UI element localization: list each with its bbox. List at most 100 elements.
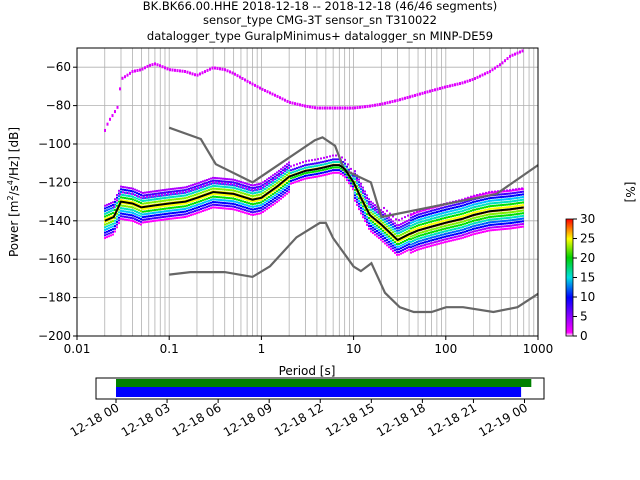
density-cell-outlier [131, 70, 134, 74]
density-cell [318, 175, 320, 178]
density-cell [522, 217, 524, 220]
density-cell-sparse [407, 214, 409, 217]
density-cell-outlier [356, 106, 359, 110]
density-cell [186, 212, 188, 215]
density-cell-outlier [231, 71, 234, 75]
density-cell [334, 171, 336, 174]
density-cell [372, 226, 374, 229]
density-cell-outlier [406, 96, 409, 100]
density-cell [298, 166, 300, 169]
density-cell [350, 179, 352, 182]
density-cell [366, 199, 368, 202]
density-cell [332, 166, 334, 169]
density-cell [396, 251, 398, 254]
density-cell [220, 180, 222, 183]
density-cell [356, 203, 358, 206]
density-cell [390, 248, 392, 251]
density-cell [310, 163, 312, 166]
density-cell [200, 181, 202, 184]
density-cell [140, 220, 142, 223]
density-cell [376, 216, 378, 219]
density-cell [232, 189, 234, 192]
density-cell-outlier [484, 72, 486, 76]
density-cell [120, 199, 122, 202]
density-cell-sparse [470, 195, 472, 198]
density-cell [444, 219, 446, 222]
density-cell [106, 219, 108, 222]
density-cell [264, 201, 266, 204]
density-cell [322, 163, 324, 166]
density-cell [498, 204, 500, 207]
density-cell [396, 253, 398, 256]
density-cell [444, 216, 446, 219]
density-cell [424, 225, 426, 228]
density-cell [430, 234, 432, 237]
density-cell [512, 205, 514, 208]
density-cell-sparse [347, 163, 349, 166]
density-cell [130, 216, 132, 219]
density-cell [508, 203, 510, 206]
density-cell-outlier [514, 52, 516, 56]
density-cell-outlier [456, 82, 459, 86]
density-cell [170, 196, 172, 199]
density-cell [122, 204, 124, 207]
density-cell-sparse [329, 155, 331, 158]
density-cell-outlier [201, 71, 204, 75]
density-cell [458, 227, 460, 230]
density-cell [106, 211, 108, 214]
density-cell [456, 216, 458, 219]
density-cell [514, 218, 516, 221]
density-cell [112, 203, 114, 206]
density-cell [452, 209, 454, 212]
density-cell [458, 210, 460, 213]
density-cell [462, 207, 464, 210]
density-cell [246, 206, 248, 209]
density-cell [426, 243, 428, 246]
density-cell [434, 243, 436, 246]
density-cell-outlier [476, 75, 479, 79]
density-cell [294, 181, 296, 184]
density-cell-sparse [287, 167, 289, 170]
density-cell [130, 208, 132, 211]
density-cell [472, 203, 474, 206]
density-cell [362, 186, 364, 189]
density-cell [338, 161, 340, 164]
density-cell [308, 166, 310, 169]
density-cell [138, 209, 140, 212]
density-cell [178, 211, 180, 214]
density-cell-outlier [354, 106, 356, 110]
density-cell [158, 219, 160, 222]
density-cell-outlier [504, 59, 506, 63]
density-cell [170, 217, 172, 220]
density-cell-sparse [188, 189, 190, 192]
density-cell [302, 164, 304, 167]
density-cell-sparse [152, 195, 154, 198]
density-cell-outlier [206, 68, 209, 72]
density-cell [482, 231, 484, 234]
density-cell [264, 198, 266, 201]
density-cell [444, 214, 446, 217]
density-cell [486, 208, 488, 211]
density-cell [240, 197, 242, 200]
density-cell-outlier [276, 94, 279, 98]
density-cell [388, 238, 390, 241]
density-cell [154, 214, 156, 217]
density-cell-outlier [239, 75, 241, 79]
density-cell [346, 176, 348, 179]
density-cell-sparse [335, 154, 337, 157]
density-cell [260, 190, 262, 193]
density-cell [266, 181, 268, 184]
density-cell-outlier [469, 78, 471, 82]
density-cell-sparse [155, 194, 157, 197]
density-cell [234, 206, 236, 209]
density-cell [498, 223, 500, 226]
density-cell [428, 221, 430, 224]
density-cell [258, 209, 260, 212]
density-cell [496, 196, 498, 199]
density-cell [164, 188, 166, 191]
density-cell [168, 191, 170, 194]
density-cell [382, 213, 384, 216]
density-cell [104, 226, 106, 229]
density-cell [306, 166, 308, 169]
density-cell [404, 221, 406, 224]
